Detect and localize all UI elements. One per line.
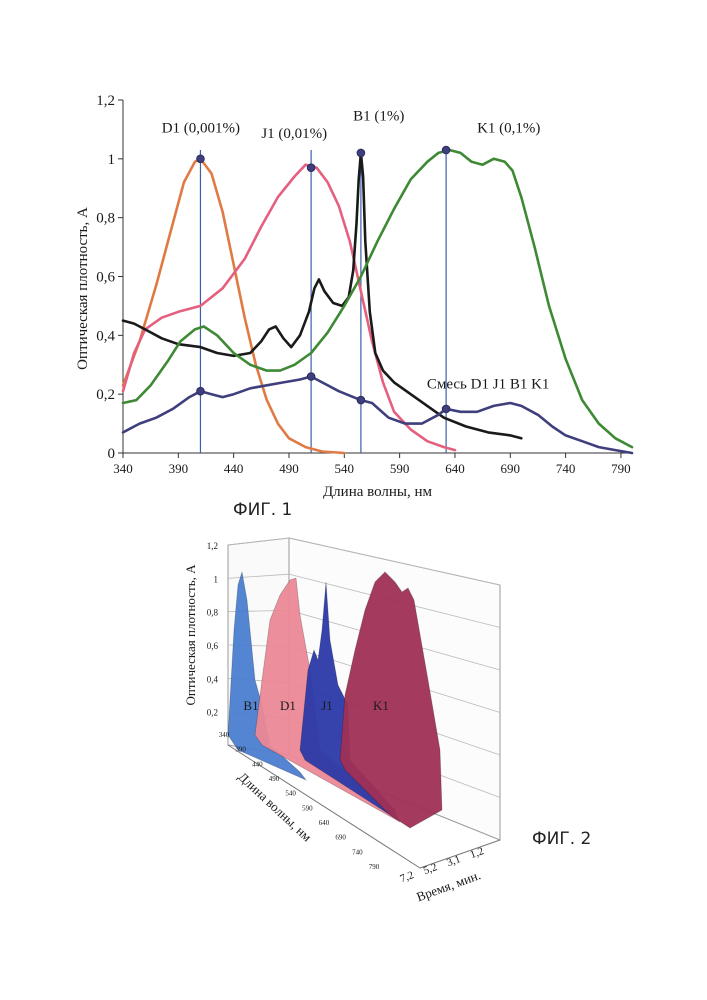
fig1-series-j1-0-01 (123, 165, 455, 450)
fig2-series-label-j1: J1 (321, 698, 333, 713)
fig2-x-tick-label: 790 (369, 863, 380, 871)
fig1-series-b1-1 (123, 153, 521, 438)
fig2-x-tick-label: 490 (269, 775, 280, 783)
fig2-y-tick-label: 1,2 (468, 845, 485, 861)
fig2-x-tick-label: 340 (219, 731, 230, 739)
fig2-z-tick-label: 0,8 (207, 608, 219, 618)
fig1-annotation-j1-0-01: J1 (0,01%) (261, 126, 327, 142)
fig1-x-tick-label: 790 (611, 461, 631, 476)
fig2-z-axis-title: Оптическая плотность, А (183, 564, 198, 706)
fig1-marker (442, 405, 450, 413)
fig1-y-tick-label: 0,6 (96, 270, 115, 286)
fig2-z-tick-label: 0,4 (207, 674, 219, 684)
fig1-marker (307, 373, 315, 381)
fig1-y-tick-label: 1 (108, 152, 116, 168)
fig1-annotation-b1-1: B1 (1%) (353, 109, 404, 125)
fig1-marker (307, 164, 315, 172)
fig2-x-tick-label: 740 (352, 848, 363, 856)
fig1-marker (442, 146, 450, 154)
fig1-x-tick-label: 340 (113, 461, 133, 476)
fig2-z-tick-label: 1,2 (207, 541, 218, 551)
fig1-marker (357, 396, 365, 404)
fig1-axes: 0 0,2 0,4 0,6 0,8 1 1,2 340 390 440 490 540 590 640 69… (75, 93, 632, 500)
fig2-series-label-k1: K1 (373, 698, 389, 713)
fig1-x-tick-label: 740 (556, 461, 576, 476)
fig1-annotation-смесь-d1-j1-b1-k1: Смесь D1 J1 B1 K1 (427, 376, 550, 392)
fig2-x-tick-label: 540 (285, 790, 296, 798)
fig1-y-axis-title: Оптическая плотность, А (75, 207, 91, 370)
fig2-x-tick-label: 590 (302, 804, 313, 812)
fig1-spectra-chart: 0 0,2 0,4 0,6 0,8 1 1,2 340 390 440 490 540 590 640 69… (0, 0, 707, 500)
fig2-z-tick-label: 0,2 (207, 708, 218, 718)
fig2-x-tick-label: 640 (319, 819, 330, 827)
fig1-marker (197, 387, 205, 395)
fig2-z-tick-label: 0,6 (207, 641, 219, 651)
fig1-x-tick-label: 590 (390, 461, 410, 476)
fig1-peak-lines (200, 150, 446, 453)
fig2-x-tick-label: 690 (335, 834, 346, 842)
fig1-x-tick-label: 490 (279, 461, 299, 476)
fig2-x-tick-label: 390 (235, 746, 246, 754)
fig1-y-tick-label: 0,2 (96, 387, 115, 403)
fig1-x-tick-label: 540 (335, 461, 355, 476)
fig1-x-tick-label: 640 (445, 461, 465, 476)
fig1-marker (197, 155, 205, 163)
fig1-x-tick-label: 390 (169, 461, 189, 476)
fig1-series-k1-0-1 (123, 150, 632, 447)
fig2-3d-chart: 0,2 0,4 0,6 0,8 1 1,2 Оптическая плотность, А B… (0, 510, 707, 970)
fig2-x-tick-label: 440 (252, 760, 263, 768)
fig2-y-tick-label: 3,1 (445, 853, 462, 869)
fig2-y-tick-label: 5,2 (422, 861, 439, 877)
fig1-y-tick-label: 1,2 (96, 93, 115, 109)
fig1-annotation-d1-0-001: D1 (0,001%) (162, 120, 240, 136)
fig1-markers (197, 146, 450, 412)
fig1-series-group (123, 150, 632, 453)
fig2-z-tick-label: 1 (214, 574, 219, 584)
fig2-y-tick-label: 7,2 (398, 869, 415, 885)
fig2-series-label-b1: B1 (243, 698, 258, 713)
fig1-x-tick-label: 690 (501, 461, 521, 476)
fig1-y-tick-label: 0,8 (96, 211, 115, 227)
fig2-series-label-d1: D1 (280, 698, 296, 713)
fig1-annotation-k1-0-1: K1 (0,1%) (477, 120, 540, 136)
fig1-marker (357, 149, 365, 157)
fig1-y-tick-label: 0 (108, 446, 116, 462)
fig2-caption: ФИГ. 2 (532, 829, 591, 849)
fig1-x-axis-title: Длина волны, нм (323, 484, 433, 500)
fig1-y-tick-label: 0,4 (96, 328, 115, 344)
fig1-x-tick-label: 440 (224, 461, 244, 476)
